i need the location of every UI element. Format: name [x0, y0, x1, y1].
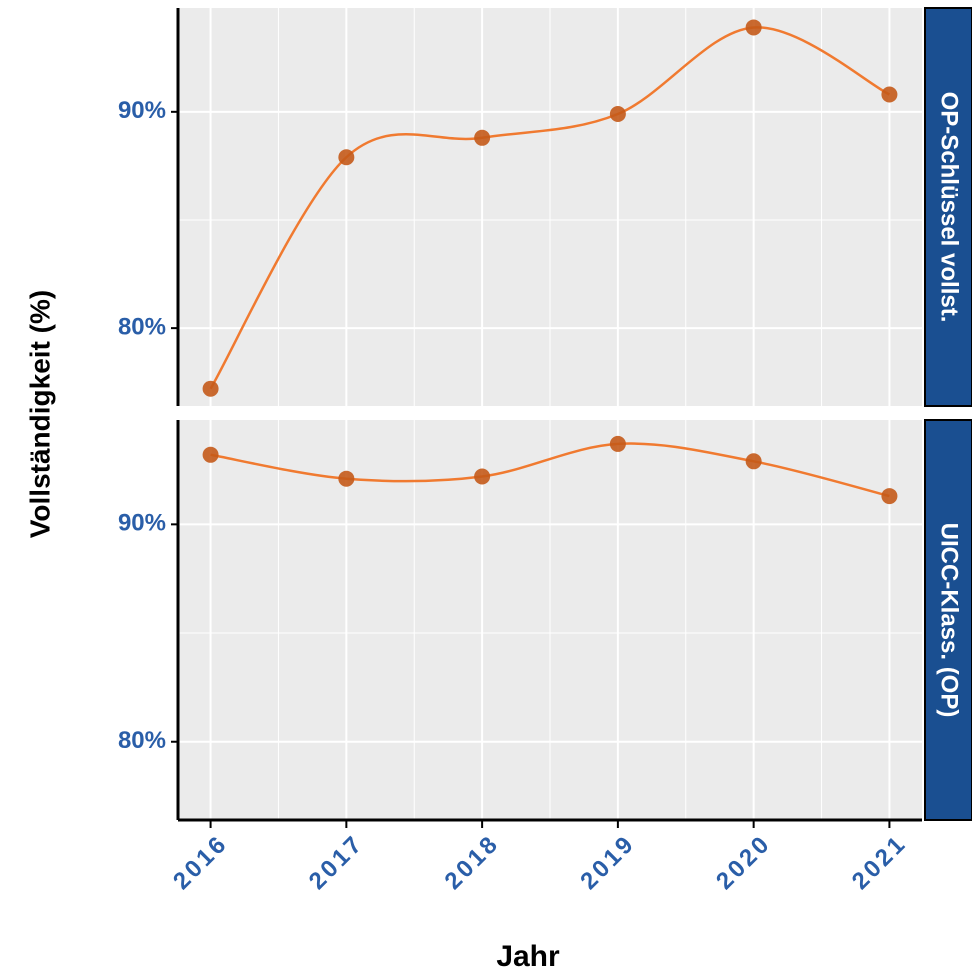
y-tick-label: 80% — [118, 313, 166, 340]
data-point — [881, 86, 898, 103]
strip — [924, 419, 972, 821]
data-line — [210, 442, 890, 498]
data-point — [474, 129, 491, 146]
y-tick-label: 90% — [118, 97, 166, 124]
data-point — [881, 488, 898, 505]
strip-label: UICC-Klass. (OP) — [936, 523, 963, 718]
data-point — [202, 380, 219, 397]
data-point — [202, 446, 219, 463]
data-point — [474, 468, 491, 485]
x-axis-title: Jahr — [496, 940, 560, 973]
data-point — [745, 453, 762, 470]
strip — [924, 7, 972, 407]
x-tick-label: 2018 — [440, 830, 505, 895]
data-point — [745, 19, 762, 36]
x-tick-label: 2019 — [575, 830, 640, 895]
data-point — [338, 149, 355, 166]
x-tick-label: 2021 — [847, 830, 912, 895]
x-tick-label: 2017 — [304, 830, 369, 895]
data-point — [609, 435, 626, 452]
y-tick-label: 80% — [118, 727, 166, 754]
data-line — [209, 26, 890, 390]
x-tick-label: 2020 — [711, 830, 776, 895]
data-point — [609, 105, 626, 122]
data-point — [338, 470, 355, 487]
y-axis-title: Vollständigkeit (%) — [24, 290, 55, 538]
x-tick-label: 2016 — [168, 830, 233, 895]
strip-label: OP-Schlüssel vollst. — [936, 92, 963, 323]
y-tick-label: 90% — [118, 510, 166, 537]
